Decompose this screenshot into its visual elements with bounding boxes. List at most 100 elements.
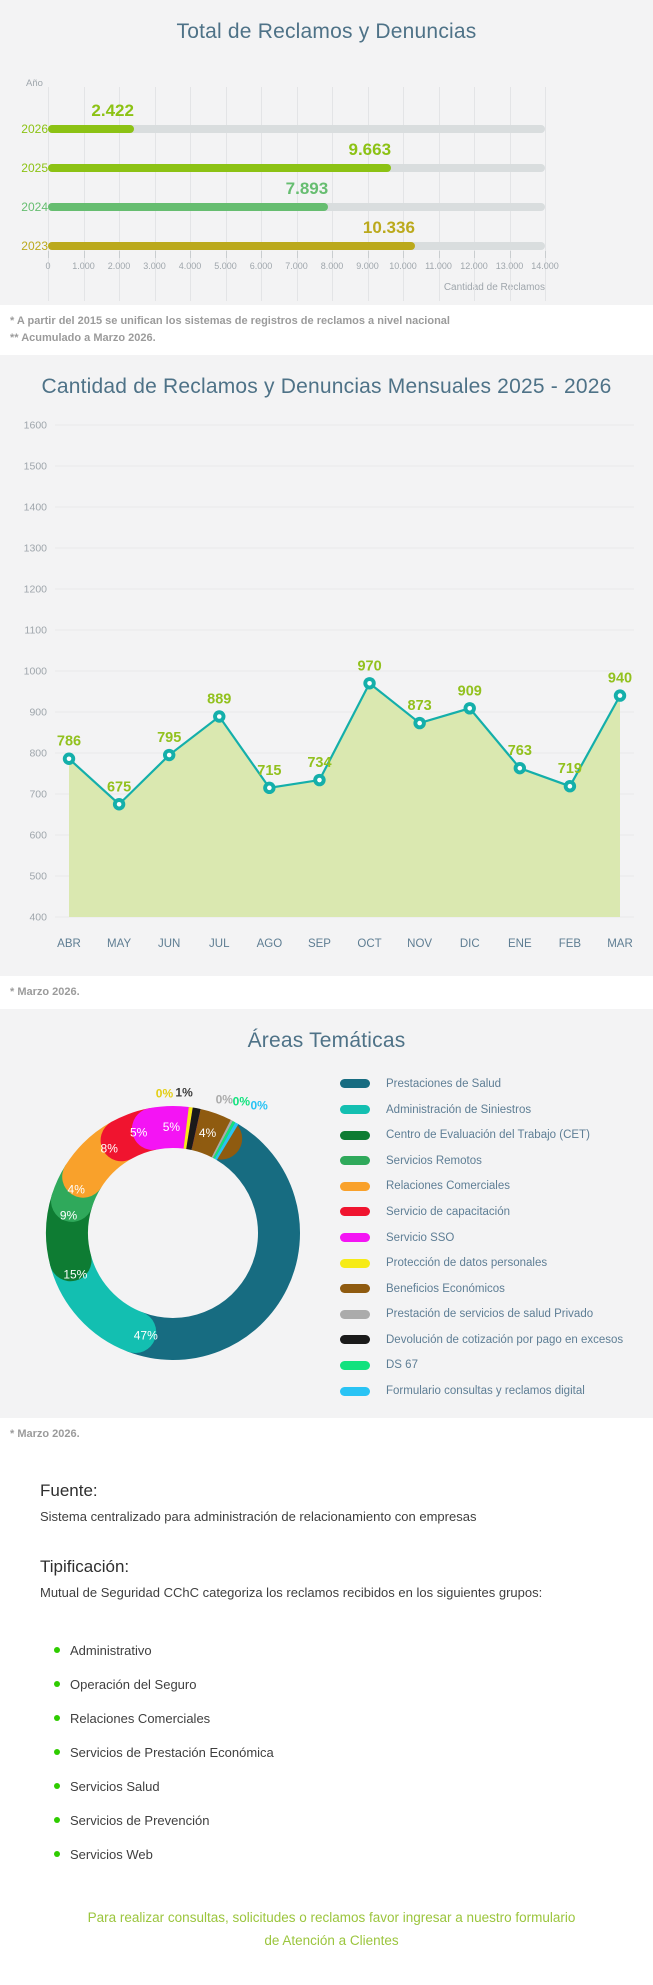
data-point-value: 873 — [408, 698, 432, 714]
axis-tick-label: 13.000 — [496, 261, 524, 271]
bar-year-label: 2026 — [14, 95, 48, 134]
bar-year-label: 2023 — [14, 212, 48, 251]
data-point-value: 786 — [57, 734, 81, 750]
x-axis-month-label: MAY — [107, 938, 131, 950]
legend-item-7[interactable]: Protección de datos personales — [340, 1250, 641, 1276]
donut-slice-pct: 9% — [60, 1208, 78, 1222]
y-axis-tick-label: 800 — [29, 748, 47, 760]
y-axis-tick-label: 1500 — [24, 461, 48, 473]
legend-item-10[interactable]: Devolución de cotización por pago en exc… — [340, 1327, 641, 1353]
bar-year-label: 2025 — [14, 134, 48, 173]
donut-slice-0[interactable] — [135, 1142, 279, 1339]
bar-value-label: 10.336 — [363, 218, 415, 238]
donut-slice-9[interactable] — [221, 1139, 223, 1140]
y-axis-tick-label: 1300 — [24, 543, 48, 555]
data-point-center — [618, 693, 623, 698]
legend-swatch — [340, 1105, 370, 1114]
donut-slice-pct: 4% — [68, 1183, 86, 1197]
donut-outside-pct: 0% — [156, 1086, 174, 1100]
data-point-value: 909 — [458, 683, 482, 699]
axis-tick — [510, 251, 511, 258]
axis-tick-label: 3.000 — [143, 261, 166, 271]
section-texto: Fuente: Sistema centralizado para admini… — [0, 1451, 653, 1985]
axis-tick — [332, 251, 333, 258]
bar-value-label: 9.663 — [348, 140, 391, 160]
donut-slice-pct: 5% — [163, 1120, 181, 1134]
legend-item-8[interactable]: Beneficios Económicos — [340, 1276, 641, 1302]
axis-tick — [190, 251, 191, 258]
section-reclamos-mensuales: Cantidad de Reclamos y Denuncias Mensual… — [0, 355, 653, 976]
axis-tick — [368, 251, 369, 258]
donut-slice-pct: 4% — [199, 1126, 217, 1140]
y-axis-tick-label: 600 — [29, 830, 47, 842]
legend-item-0[interactable]: Prestaciones de Salud — [340, 1071, 641, 1097]
bar-value-label: 7.893 — [286, 179, 329, 199]
donut-outside-pct: 0% — [216, 1093, 234, 1107]
legend-label: Administración de Siniestros — [386, 1104, 531, 1116]
bar-chart-axis-ticks — [48, 251, 545, 258]
x-axis-month-label: OCT — [357, 938, 381, 950]
x-axis-month-label: JUN — [158, 938, 180, 950]
axis-tick-label: 6.000 — [250, 261, 273, 271]
bar-2025[interactable] — [48, 164, 391, 172]
legend-swatch — [340, 1131, 370, 1140]
fuente-block: Fuente: Sistema centralizado para admini… — [40, 1481, 623, 1527]
legend-label: Beneficios Económicos — [386, 1283, 505, 1295]
data-point-center — [518, 766, 523, 771]
donut-slice-pct: 5% — [130, 1126, 148, 1140]
x-axis-month-label: ABR — [57, 938, 81, 950]
data-point-center — [217, 714, 222, 719]
bar-2026[interactable] — [48, 125, 134, 133]
tipificacion-item: Servicios Salud — [54, 1779, 623, 1794]
tipificacion-item: Servicios de Prevención — [54, 1813, 623, 1828]
y-axis-tick-label: 700 — [29, 789, 47, 801]
legend-label: Centro de Evaluación del Trabajo (CET) — [386, 1129, 590, 1141]
legend-item-9[interactable]: Prestación de servicios de salud Privado — [340, 1301, 641, 1327]
legend-item-3[interactable]: Servicios Remotos — [340, 1148, 641, 1174]
legend-swatch — [340, 1387, 370, 1396]
donut-outside-pct: 0% — [233, 1095, 251, 1109]
legend-item-2[interactable]: Centro de Evaluación del Trabajo (CET) — [340, 1122, 641, 1148]
bar-2023[interactable] — [48, 242, 415, 250]
legend-item-5[interactable]: Servicio de capacitación — [340, 1199, 641, 1225]
axis-tick — [439, 251, 440, 258]
axis-tick — [226, 251, 227, 258]
axis-tick — [403, 251, 404, 258]
axis-tick-label: 11.000 — [425, 261, 452, 271]
donut-legend: Prestaciones de Salud Administración de S… — [340, 1063, 641, 1404]
data-point-center — [267, 786, 272, 791]
data-point-value: 889 — [207, 692, 231, 708]
tipificacion-body: Mutual de Seguridad CChC categoriza los … — [40, 1584, 623, 1603]
legend-swatch — [340, 1259, 370, 1268]
donut-chart-title: Áreas Temáticas — [0, 1009, 653, 1061]
bar-2024[interactable] — [48, 203, 328, 211]
legend-item-1[interactable]: Administración de Siniestros — [340, 1097, 641, 1123]
data-point-value: 970 — [357, 658, 381, 674]
legend-item-4[interactable]: Relaciones Comerciales — [340, 1174, 641, 1200]
legend-item-12[interactable]: Formulario consultas y reclamos digital — [340, 1378, 641, 1404]
y-axis-tick-label: 1000 — [24, 666, 48, 678]
tipificacion-item: Servicios Web — [54, 1847, 623, 1862]
donut-slice-12[interactable] — [225, 1141, 228, 1143]
legend-item-11[interactable]: DS 67 — [340, 1353, 641, 1379]
legend-label: Servicio de capacitación — [386, 1206, 510, 1218]
donut-slice-11[interactable] — [223, 1140, 225, 1141]
atencion-clientes-link[interactable]: Para realizar consultas, solicitudes o r… — [62, 1906, 602, 1953]
footnote-unificacion: * A partir del 2015 se unifican los sist… — [10, 313, 643, 330]
x-axis-month-label: ENE — [508, 938, 532, 950]
legend-label: Formulario consultas y reclamos digital — [386, 1385, 585, 1397]
section-areas-tematicas: Áreas Temáticas 47%15%9%4%8%5%5%4%0%0%1%… — [0, 1009, 653, 1418]
data-point-value: 795 — [157, 730, 181, 746]
footer-line-1: Para realizar consultas, solicitudes o r… — [88, 1910, 576, 1925]
data-point-center — [67, 757, 72, 762]
legend-item-6[interactable]: Servicio SSO — [340, 1225, 641, 1251]
x-axis-month-label: JUL — [209, 938, 230, 950]
legend-label: Relaciones Comerciales — [386, 1180, 510, 1192]
donut-slice-10[interactable] — [189, 1128, 196, 1129]
x-axis-month-label: AGO — [257, 938, 283, 950]
bar-row: 10.336 — [48, 212, 545, 251]
data-point-value: 715 — [257, 763, 281, 779]
data-point-value: 675 — [107, 779, 131, 795]
